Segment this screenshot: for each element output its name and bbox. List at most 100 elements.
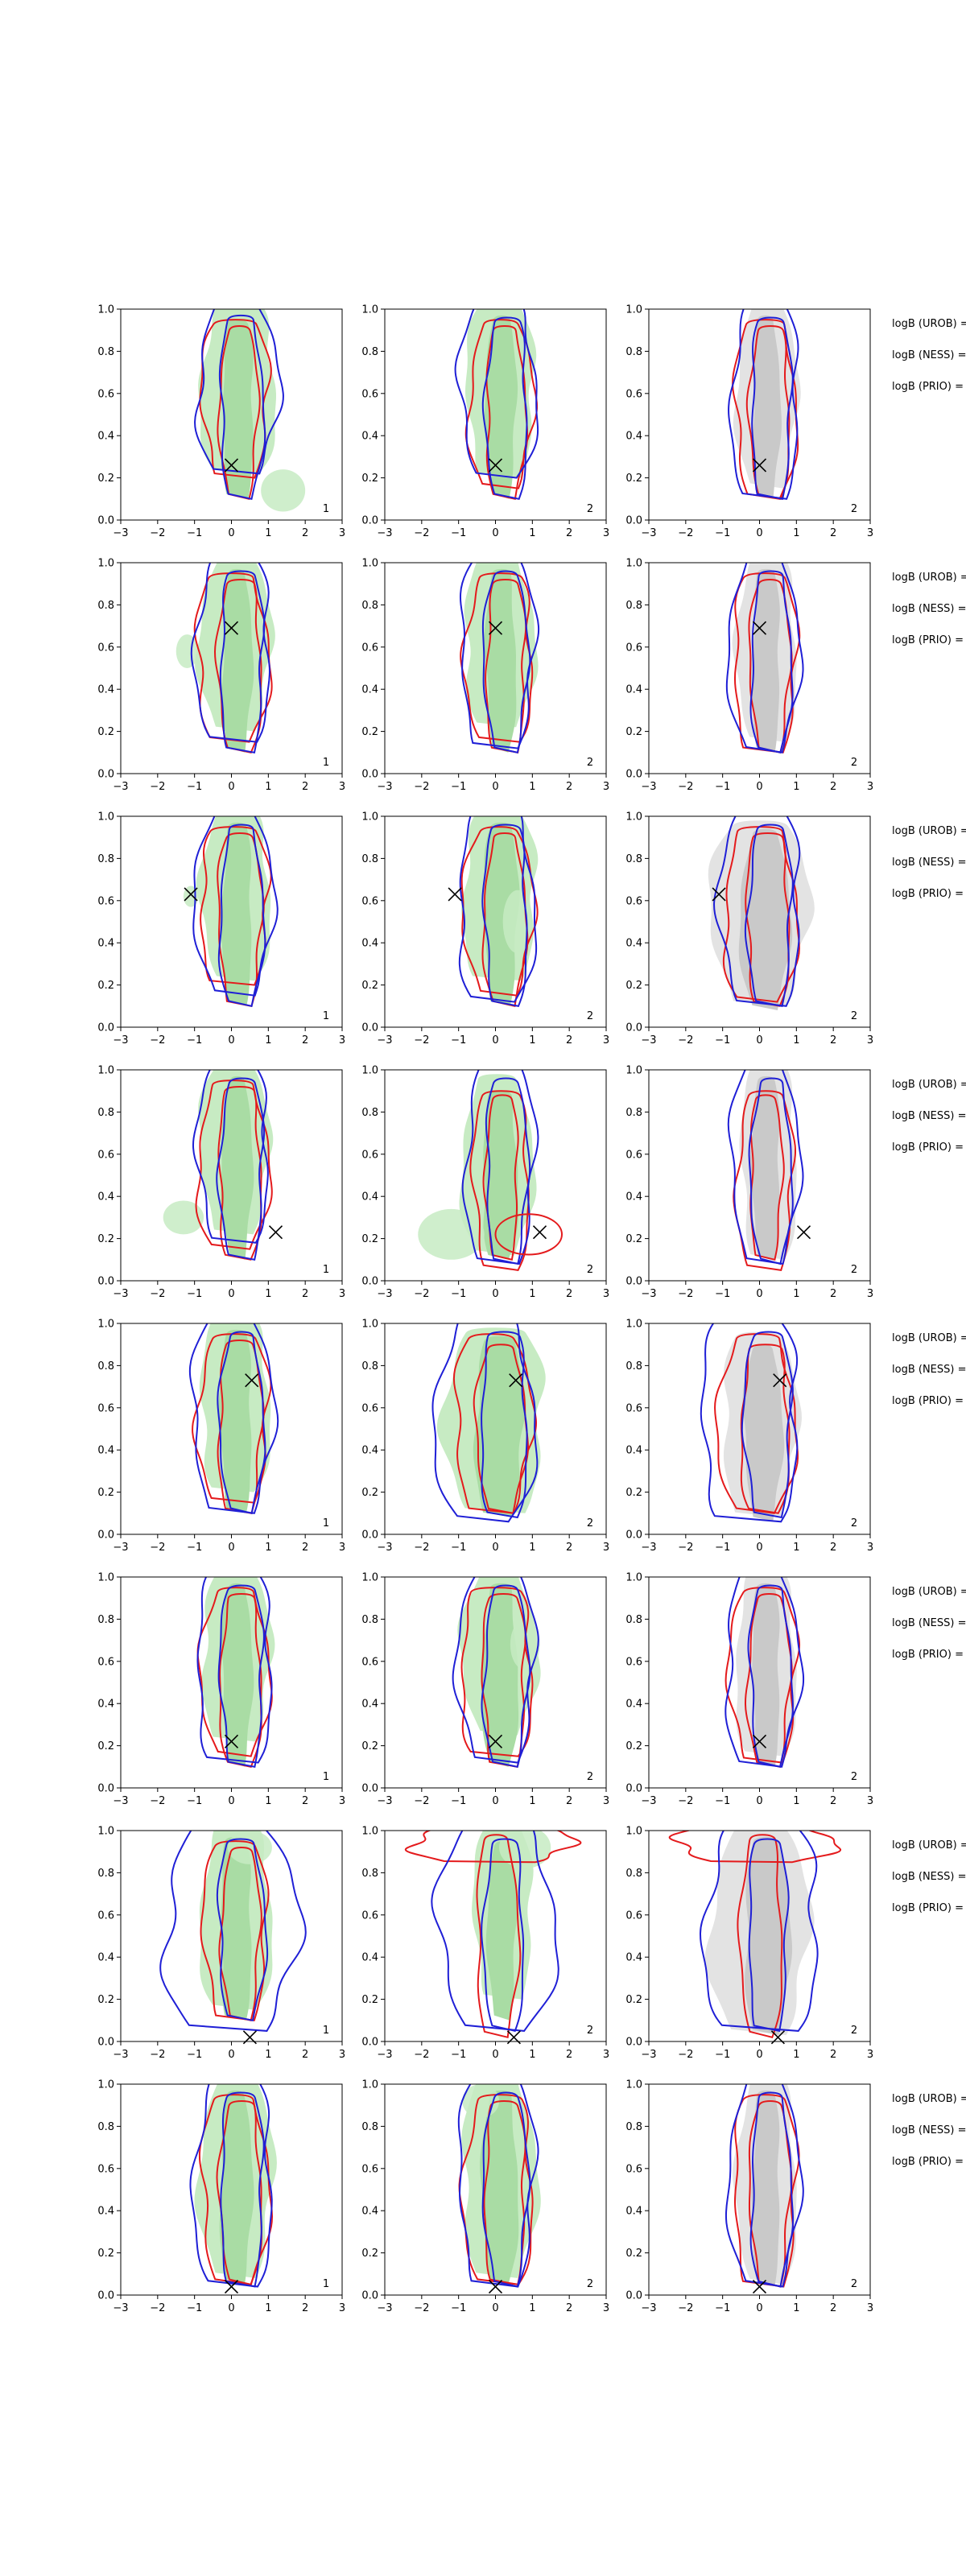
y-tick-label: 0.0 — [625, 1530, 642, 1542]
panel-r1-c1: −3 −2 −1 0 1 2 3 0.0 0.2 0.4 0.6 0.8 1.0 1 — [97, 304, 345, 540]
x-tick-label: −2 — [150, 1034, 165, 1046]
corner-label: 2 — [851, 1264, 857, 1276]
x-tick-label: 2 — [302, 1795, 308, 1807]
y-tick-label: 1.0 — [625, 1826, 642, 1838]
x-tick-label: 0 — [492, 2049, 498, 2061]
side-label: logB (PRIO) = — [892, 1141, 964, 1154]
x-tick-label: 2 — [566, 527, 572, 539]
corner-label: 2 — [587, 1771, 593, 1783]
x-tick-label: 2 — [830, 527, 836, 539]
y-tick-label: 0.6 — [625, 1402, 642, 1414]
x-tick-label: −1 — [715, 1542, 730, 1554]
blue-contour-inner — [751, 316, 794, 500]
y-tick-label: 0.4 — [625, 938, 642, 950]
y-tick-label: 0.0 — [625, 515, 642, 527]
y-tick-label: 1.0 — [361, 2079, 378, 2091]
corner-label: 2 — [851, 2025, 857, 2037]
marker-x — [245, 1373, 259, 1388]
y-tick-label: 0.6 — [625, 1149, 642, 1161]
x-tick-label: 3 — [603, 1288, 609, 1300]
blue-contour-outer — [457, 2084, 539, 2288]
y-tick-label: 0.4 — [361, 1445, 378, 1457]
side-label: logB (UROB) = — [892, 318, 966, 330]
y-tick-label: 0.4 — [625, 1191, 642, 1203]
y-tick-label: 0.0 — [625, 2037, 642, 2049]
x-tick-label: 3 — [339, 1288, 345, 1300]
x-tick-label: 0 — [492, 527, 498, 539]
side-label: logB (UROB) = — [892, 1079, 966, 1091]
x-tick-label: 0 — [756, 1542, 762, 1554]
x-tick-label: −2 — [414, 1795, 429, 1807]
marker-x — [752, 621, 767, 635]
x-tick-label: −1 — [187, 1542, 202, 1554]
x-tick-label: 2 — [566, 1034, 572, 1046]
y-tick-label: 0.4 — [361, 1699, 378, 1711]
corner-label: 2 — [587, 2025, 593, 2037]
x-tick-label: 1 — [265, 1034, 271, 1046]
y-tick-label: 0.2 — [625, 1740, 642, 1752]
y-tick-label: 0.4 — [361, 684, 378, 696]
red-contour-outer — [722, 826, 800, 1003]
y-tick-label: 0.4 — [97, 2206, 114, 2218]
panel-r2-c2: −3 −2 −1 0 1 2 30.00.20.40.60.81.02 — [361, 558, 609, 794]
x-tick-label: 3 — [339, 1795, 345, 1807]
blue-contour-outer — [725, 563, 804, 753]
y-tick-label: 0.4 — [361, 938, 378, 950]
x-tick-label: 2 — [302, 1542, 308, 1554]
x-tick-label: 3 — [603, 1795, 609, 1807]
y-tick-label: 0.4 — [97, 1699, 114, 1711]
panel-r1-c2: −3 −2 −1 0 1 2 30.00.20.40.60.81.02 — [361, 304, 609, 540]
x-tick-label: 0 — [228, 1034, 234, 1046]
y-tick-label: 0.6 — [625, 1656, 642, 1668]
x-tick-label: 0 — [228, 1288, 234, 1300]
x-tick-label: 0 — [492, 1288, 498, 1300]
y-tick-label: 0.2 — [361, 1233, 378, 1245]
y-tick-label: 1.0 — [625, 304, 642, 316]
x-tick-label: −1 — [451, 781, 466, 793]
x-tick-label: 2 — [302, 1034, 308, 1046]
red-contour-outer — [195, 1080, 273, 1250]
panel-r7-c1: −3 −2 −1 0 1 2 3 0.0 0.2 0.4 0.6 0.8 1.0 1 — [97, 1826, 345, 2062]
x-tick-label: −1 — [715, 1795, 730, 1807]
y-tick-label: 0.0 — [97, 769, 114, 781]
density-fill-inner — [751, 2090, 780, 2285]
y-tick-label: 0.8 — [361, 1868, 378, 1880]
y-tick-label: 0.6 — [97, 895, 114, 907]
panel-r3-c2: −3 −2 −1 0 1 2 30.00.20.40.60.81.02 — [361, 811, 609, 1047]
x-tick-label: 3 — [339, 1542, 345, 1554]
x-tick-label: 1 — [265, 1795, 271, 1807]
y-tick-label: 1.0 — [361, 1572, 378, 1584]
x-tick-label: 3 — [603, 781, 609, 793]
density-fill-inner — [484, 315, 518, 499]
y-tick-label: 0.0 — [625, 1022, 642, 1034]
y-tick-label: 0.0 — [361, 2037, 378, 2049]
red-contour-inner — [482, 1094, 519, 1261]
density-fill-inner — [485, 1841, 518, 2021]
density-fill-inner — [221, 1075, 254, 1260]
blue-contour-inner — [749, 570, 794, 753]
x-tick-label: 1 — [529, 1288, 535, 1300]
x-tick-label: −3 — [641, 527, 656, 539]
x-tick-label: 2 — [566, 1795, 572, 1807]
blue-contour-inner — [481, 824, 528, 1007]
density-fill-inner — [217, 1329, 252, 1513]
blue-contour-inner — [481, 1838, 525, 2033]
y-tick-label: 0.0 — [97, 2037, 114, 2049]
marker-x — [224, 458, 239, 473]
x-tick-label: 3 — [867, 2049, 873, 2061]
x-tick-label: −2 — [414, 527, 429, 539]
x-tick-label: −3 — [377, 781, 392, 793]
panel-r6-c3: −3 −2 −1 0 1 2 30.00.20.40.60.81.02 — [625, 1572, 873, 1808]
x-tick-label: −2 — [414, 2302, 429, 2314]
side-label: logB (PRIO) = — [892, 2156, 964, 2168]
panel-r4-c1: −3 −2 −1 0 1 2 3 0.0 0.2 0.4 0.6 0.8 1.0 1 — [97, 1065, 345, 1301]
red-contour-inner — [218, 1846, 262, 2022]
y-tick-label: 0.0 — [97, 1783, 114, 1795]
side-label: logB (NESS) = — [892, 1617, 966, 1629]
density-fill-inner — [751, 315, 782, 499]
density-fill-inner — [481, 1583, 519, 1767]
density-fill-lobe — [163, 1200, 204, 1235]
side-label: logB (PRIO) = — [892, 888, 964, 900]
y-tick-label: 0.2 — [361, 980, 378, 992]
panel-r7-c3: −3 −2 −1 0 1 2 30.00.20.40.60.81.02 — [625, 1826, 873, 2062]
